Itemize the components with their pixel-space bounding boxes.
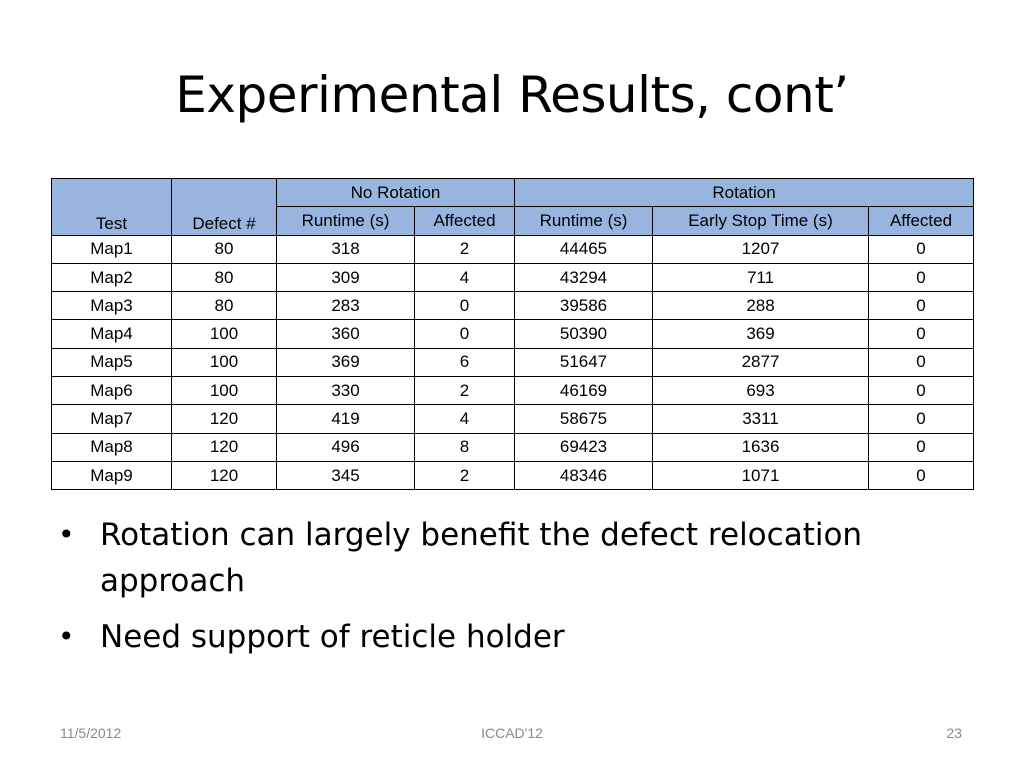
cell-r-early-stop: 711 — [652, 262, 869, 293]
cell-nr-affected: 2 — [414, 376, 515, 406]
table-row: Map4 100 360 0 50390 369 0 — [51, 319, 975, 349]
cell-nr-runtime: 419 — [276, 404, 415, 434]
cell-nr-affected: 6 — [414, 347, 515, 378]
cell-r-early-stop: 369 — [652, 319, 869, 349]
cell-test: Map8 — [51, 432, 172, 462]
col-header-r-runtime: Runtime (s) — [514, 206, 653, 236]
bullet-text: Need support of reticle holder — [100, 619, 565, 655]
table-group-header-row: Test Defect # No Rotation Rotation — [51, 177, 975, 236]
footer-page-number: 23 — [946, 725, 962, 741]
cell-r-runtime: 44465 — [514, 234, 653, 264]
cell-defect: 80 — [171, 291, 277, 321]
cell-nr-runtime: 283 — [276, 291, 415, 321]
results-table: Test Defect # No Rotation Rotation Runti… — [51, 177, 975, 491]
cell-r-early-stop: 3311 — [652, 404, 869, 434]
cell-r-affected: 0 — [867, 262, 975, 293]
table-row: Map9 120 345 2 48346 1071 0 — [51, 460, 975, 491]
group-header-no-rotation: No Rotation — [276, 177, 515, 208]
col-header-r-affected: Affected — [867, 206, 975, 236]
table-row: Map2 80 309 4 43294 711 0 — [51, 262, 975, 293]
cell-nr-runtime: 345 — [276, 460, 415, 491]
bullet-text: Rotation can largely benefit the defect … — [100, 517, 863, 599]
cell-nr-runtime: 360 — [276, 319, 415, 349]
cell-r-runtime: 48346 — [514, 460, 653, 491]
cell-test: Map3 — [51, 291, 172, 321]
cell-test: Map2 — [51, 262, 172, 293]
cell-nr-runtime: 318 — [276, 234, 415, 264]
group-header-rotation: Rotation — [513, 177, 975, 208]
footer-conference: ICCAD'12 — [481, 725, 543, 741]
col-header-r-early-stop: Early Stop Time (s) — [652, 206, 869, 236]
cell-nr-affected: 2 — [414, 460, 515, 491]
cell-defect: 100 — [171, 319, 277, 349]
cell-r-early-stop: 288 — [652, 291, 869, 321]
bullet-item: • Need support of reticle holder — [58, 614, 958, 660]
table-row: Map5 100 369 6 51647 2877 0 — [51, 347, 975, 378]
cell-r-runtime: 69423 — [514, 432, 653, 462]
slide-title: Experimental Results, cont’ — [175, 66, 849, 124]
bullet-item: • Rotation can largely benefit the defec… — [58, 512, 958, 604]
cell-r-affected: 0 — [867, 404, 975, 434]
cell-defect: 120 — [171, 460, 277, 491]
cell-test: Map9 — [51, 460, 172, 491]
col-header-test: Test — [51, 178, 172, 236]
table-column-header-row: Runtime (s) Affected Runtime (s) Early S… — [52, 206, 975, 236]
cell-nr-runtime: 369 — [276, 347, 415, 378]
cell-r-runtime: 51647 — [514, 347, 653, 378]
cell-r-affected: 0 — [867, 291, 975, 321]
cell-r-affected: 0 — [867, 460, 975, 491]
bullet-list: • Rotation can largely benefit the defec… — [58, 512, 958, 670]
cell-nr-affected: 4 — [414, 262, 515, 293]
cell-nr-affected: 0 — [414, 319, 515, 349]
cell-r-runtime: 39586 — [514, 291, 653, 321]
cell-nr-runtime: 496 — [276, 432, 415, 462]
cell-defect: 80 — [171, 234, 277, 264]
cell-r-affected: 0 — [867, 234, 975, 264]
cell-nr-runtime: 330 — [276, 376, 415, 406]
cell-defect: 80 — [171, 262, 277, 293]
cell-r-early-stop: 1207 — [652, 234, 869, 264]
cell-defect: 120 — [171, 404, 277, 434]
col-header-defect: Defect # — [171, 178, 277, 236]
cell-r-affected: 0 — [867, 432, 975, 462]
cell-r-runtime: 46169 — [514, 376, 653, 406]
col-header-nr-affected: Affected — [414, 206, 515, 236]
cell-defect: 100 — [171, 347, 277, 378]
table-row: Map3 80 283 0 39586 288 0 — [51, 291, 975, 321]
cell-r-early-stop: 1071 — [652, 460, 869, 491]
table-row: Map8 120 496 8 69423 1636 0 — [51, 432, 975, 462]
cell-r-affected: 0 — [867, 319, 975, 349]
footer-date: 11/5/2012 — [60, 725, 122, 741]
cell-defect: 100 — [171, 376, 277, 406]
cell-nr-affected: 8 — [414, 432, 515, 462]
bullet-dot-icon: • — [58, 518, 75, 551]
table-row: Map1 80 318 2 44465 1207 0 — [51, 234, 975, 264]
cell-test: Map4 — [51, 319, 172, 349]
bullet-dot-icon: • — [58, 620, 75, 653]
cell-r-runtime: 43294 — [514, 262, 653, 293]
cell-test: Map5 — [51, 347, 172, 378]
cell-r-affected: 0 — [867, 376, 975, 406]
table-row: Map6 100 330 2 46169 693 0 — [51, 376, 975, 406]
cell-r-runtime: 58675 — [514, 404, 653, 434]
cell-nr-affected: 0 — [414, 291, 515, 321]
table-row: Map7 120 419 4 58675 3311 0 — [51, 404, 975, 434]
cell-nr-runtime: 309 — [276, 262, 415, 293]
cell-test: Map7 — [51, 404, 172, 434]
cell-nr-affected: 4 — [414, 404, 515, 434]
cell-r-early-stop: 693 — [652, 376, 869, 406]
cell-defect: 120 — [171, 432, 277, 462]
cell-r-affected: 0 — [867, 347, 975, 378]
cell-test: Map6 — [51, 376, 172, 406]
cell-nr-affected: 2 — [414, 234, 515, 264]
cell-r-early-stop: 2877 — [652, 347, 869, 378]
cell-test: Map1 — [51, 234, 172, 264]
cell-r-runtime: 50390 — [514, 319, 653, 349]
cell-r-early-stop: 1636 — [652, 432, 869, 462]
col-header-nr-runtime: Runtime (s) — [276, 206, 415, 236]
